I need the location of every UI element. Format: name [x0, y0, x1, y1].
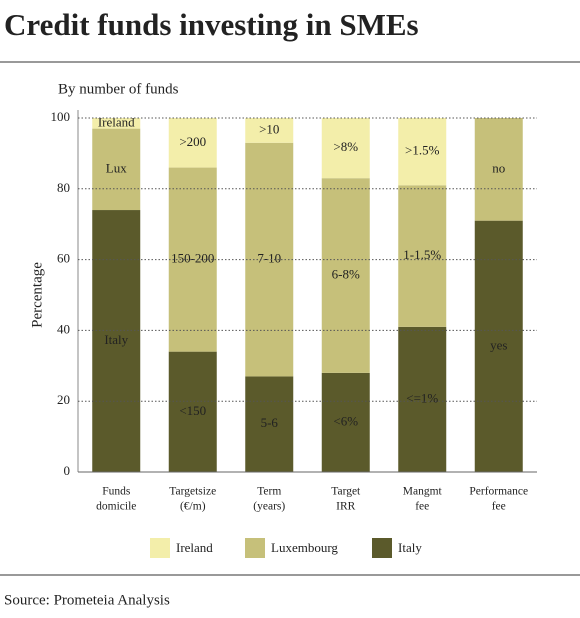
chart-subtitle: By number of funds	[58, 81, 179, 97]
segment-label: <150	[179, 403, 206, 418]
segment-label: yes	[490, 337, 507, 352]
x-tick-label: Term	[257, 486, 281, 498]
segment-label: 6-8%	[332, 267, 360, 282]
segment-label: Italy	[104, 332, 128, 347]
y-tick-label: 80	[57, 180, 70, 195]
segment-label: no	[492, 160, 505, 175]
bar-segment	[168, 118, 217, 168]
x-tick-label: Mangmt	[403, 486, 443, 498]
segment-label: >10	[259, 121, 279, 136]
bar-segment	[321, 178, 370, 373]
x-tick-label: Funds	[102, 486, 131, 498]
legend-swatch	[372, 538, 392, 558]
bar-segment	[92, 128, 141, 211]
bar-segment	[92, 210, 141, 473]
legend-label: Ireland	[176, 540, 213, 555]
bar-segment	[245, 118, 294, 143]
x-tick-label: (years)	[253, 501, 285, 513]
y-tick-label: 100	[51, 109, 71, 124]
y-axis-label: Percentage	[29, 262, 45, 328]
bar-segment	[168, 351, 217, 472]
segment-label: >8%	[333, 139, 358, 154]
x-tick-label: Performance	[469, 486, 528, 498]
segment-label: 7-10	[257, 251, 281, 266]
y-tick-label: 40	[57, 321, 70, 336]
y-tick-label: 0	[64, 463, 71, 478]
segment-label: >200	[179, 134, 206, 149]
segment-label: <=1%	[406, 390, 438, 405]
legend-label: Italy	[398, 540, 422, 555]
segment-label: 150-200	[171, 251, 214, 266]
x-tick-label: Targetsize	[169, 486, 216, 498]
bar-segment	[321, 118, 370, 179]
segment-label: 5-6	[261, 415, 279, 430]
bar-segment	[321, 372, 370, 472]
segment-label: Lux	[106, 160, 127, 175]
source: Source: Prometeia Analysis	[4, 592, 170, 608]
segment-label: >1.5%	[405, 143, 440, 158]
chart-title: Credit funds investing in SMEs	[4, 7, 419, 42]
legend-swatch	[245, 538, 265, 558]
x-tick-label: (€/m)	[180, 501, 206, 513]
bar-segment	[245, 376, 294, 472]
bar-segment	[398, 326, 447, 472]
segment-label: 1-1.5%	[403, 247, 441, 262]
legend-swatch	[150, 538, 170, 558]
legend-label: Luxembourg	[271, 540, 338, 555]
bar-segment	[398, 185, 447, 327]
y-tick-label: 20	[57, 392, 70, 407]
bar-segment	[474, 118, 523, 221]
bar-segment	[92, 118, 141, 129]
y-tick-label: 60	[57, 251, 70, 266]
bar-segment	[474, 220, 523, 472]
x-tick-label: IRR	[336, 501, 356, 513]
segment-label: <6%	[333, 413, 358, 428]
bar-segment	[398, 118, 447, 186]
segment-label: Ireland	[98, 114, 135, 129]
x-tick-label: fee	[415, 501, 429, 513]
x-tick-label: Target	[331, 486, 361, 498]
x-tick-label: fee	[492, 501, 506, 513]
x-tick-label: domicile	[96, 501, 136, 513]
